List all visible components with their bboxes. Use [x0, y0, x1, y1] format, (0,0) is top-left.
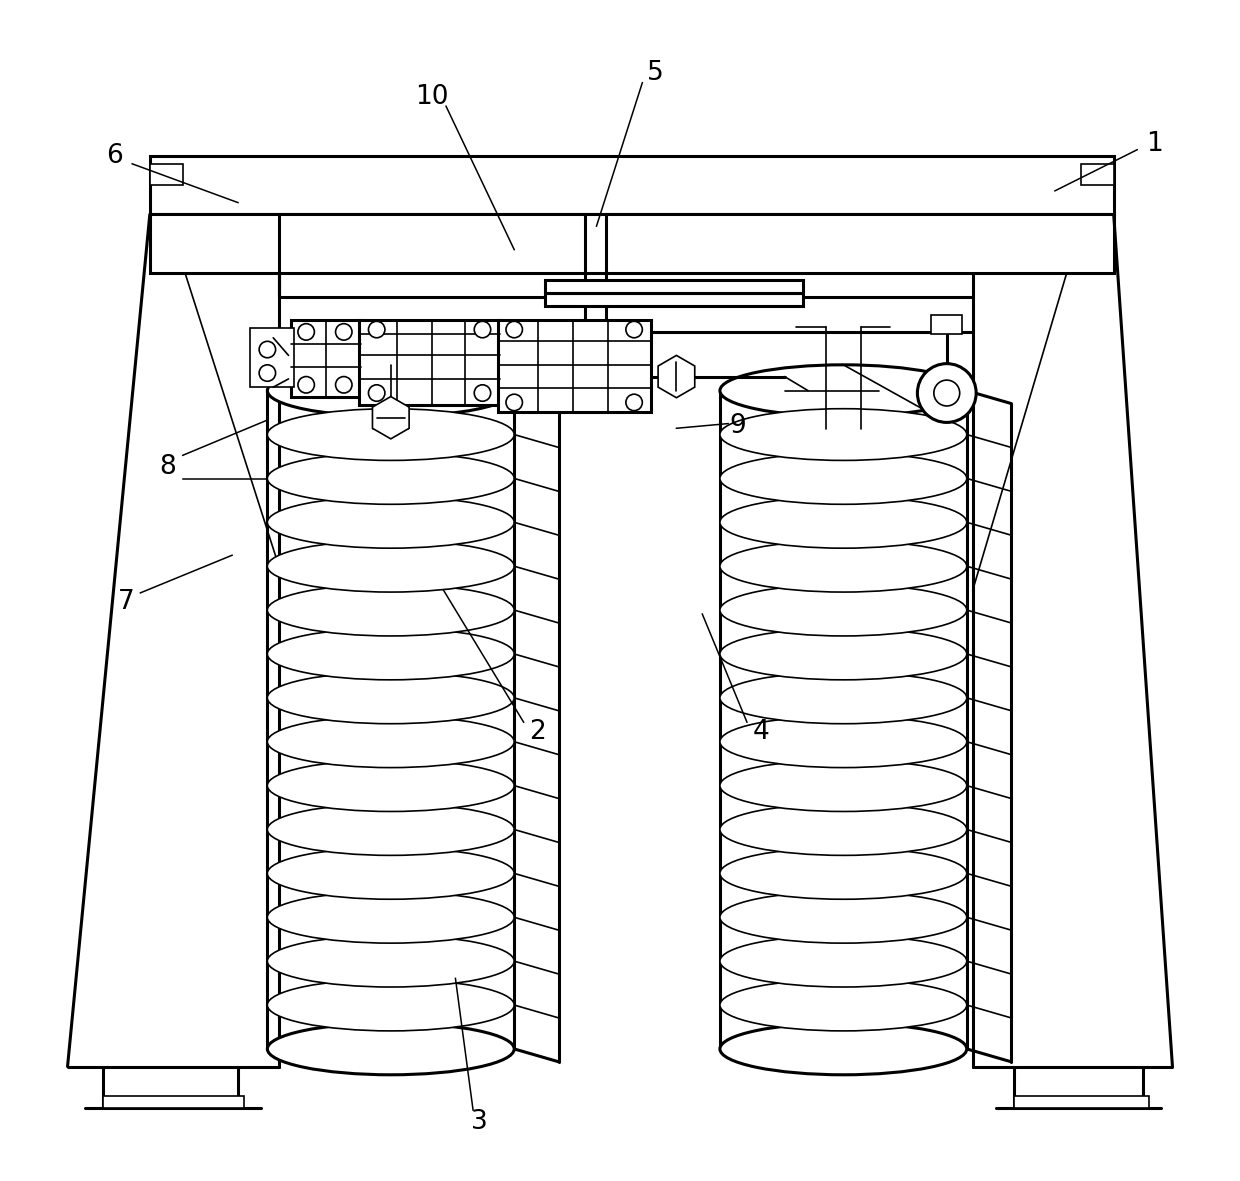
Ellipse shape — [268, 496, 515, 548]
Bar — [1081, 164, 1114, 185]
Ellipse shape — [720, 365, 967, 417]
Ellipse shape — [720, 672, 967, 724]
Text: 7: 7 — [118, 589, 135, 615]
Ellipse shape — [268, 848, 515, 899]
Ellipse shape — [268, 452, 515, 504]
Circle shape — [934, 380, 960, 406]
Ellipse shape — [268, 935, 515, 987]
Ellipse shape — [268, 365, 515, 417]
Ellipse shape — [268, 892, 515, 944]
Ellipse shape — [720, 848, 967, 899]
Bar — [249, 328, 294, 387]
Ellipse shape — [720, 496, 967, 548]
Bar — [1014, 1096, 1149, 1108]
Ellipse shape — [720, 1023, 967, 1075]
Ellipse shape — [720, 979, 967, 1031]
Circle shape — [918, 364, 976, 423]
Bar — [291, 320, 361, 397]
Circle shape — [368, 321, 384, 338]
Bar — [150, 164, 182, 185]
Text: 1: 1 — [1147, 131, 1163, 157]
Ellipse shape — [268, 716, 515, 768]
Ellipse shape — [720, 452, 967, 504]
Bar — [150, 156, 1114, 215]
Ellipse shape — [720, 409, 967, 461]
Circle shape — [298, 377, 315, 393]
Bar — [150, 215, 1114, 273]
Ellipse shape — [268, 979, 515, 1031]
Ellipse shape — [720, 585, 967, 635]
Ellipse shape — [720, 892, 967, 944]
Text: 6: 6 — [107, 143, 123, 169]
Text: 2: 2 — [529, 718, 546, 744]
Ellipse shape — [268, 1023, 515, 1075]
Ellipse shape — [720, 759, 967, 811]
Ellipse shape — [268, 759, 515, 811]
Ellipse shape — [268, 585, 515, 635]
Text: 4: 4 — [753, 718, 770, 744]
Ellipse shape — [720, 628, 967, 680]
Bar — [931, 315, 962, 334]
Bar — [103, 1096, 244, 1108]
Polygon shape — [658, 355, 694, 398]
Ellipse shape — [268, 541, 515, 592]
Circle shape — [474, 385, 491, 402]
Circle shape — [336, 377, 352, 393]
Bar — [544, 293, 804, 306]
Circle shape — [368, 385, 384, 402]
Text: 10: 10 — [415, 84, 449, 110]
Ellipse shape — [720, 935, 967, 987]
Circle shape — [336, 324, 352, 340]
Text: 9: 9 — [729, 413, 746, 439]
Circle shape — [259, 341, 275, 358]
Bar — [360, 320, 500, 405]
Ellipse shape — [268, 409, 515, 461]
Text: 3: 3 — [470, 1109, 487, 1135]
Ellipse shape — [720, 541, 967, 592]
Ellipse shape — [720, 803, 967, 855]
Bar — [544, 280, 804, 293]
Circle shape — [506, 394, 522, 411]
Text: 5: 5 — [647, 60, 663, 86]
Ellipse shape — [268, 803, 515, 855]
Ellipse shape — [268, 628, 515, 680]
Circle shape — [474, 321, 491, 338]
Circle shape — [298, 324, 315, 340]
Ellipse shape — [268, 672, 515, 724]
Circle shape — [626, 394, 642, 411]
Text: 8: 8 — [159, 454, 176, 481]
Circle shape — [626, 321, 642, 338]
Circle shape — [506, 321, 522, 338]
Polygon shape — [372, 397, 409, 439]
Bar — [497, 320, 651, 412]
Circle shape — [259, 365, 275, 381]
Ellipse shape — [720, 716, 967, 768]
